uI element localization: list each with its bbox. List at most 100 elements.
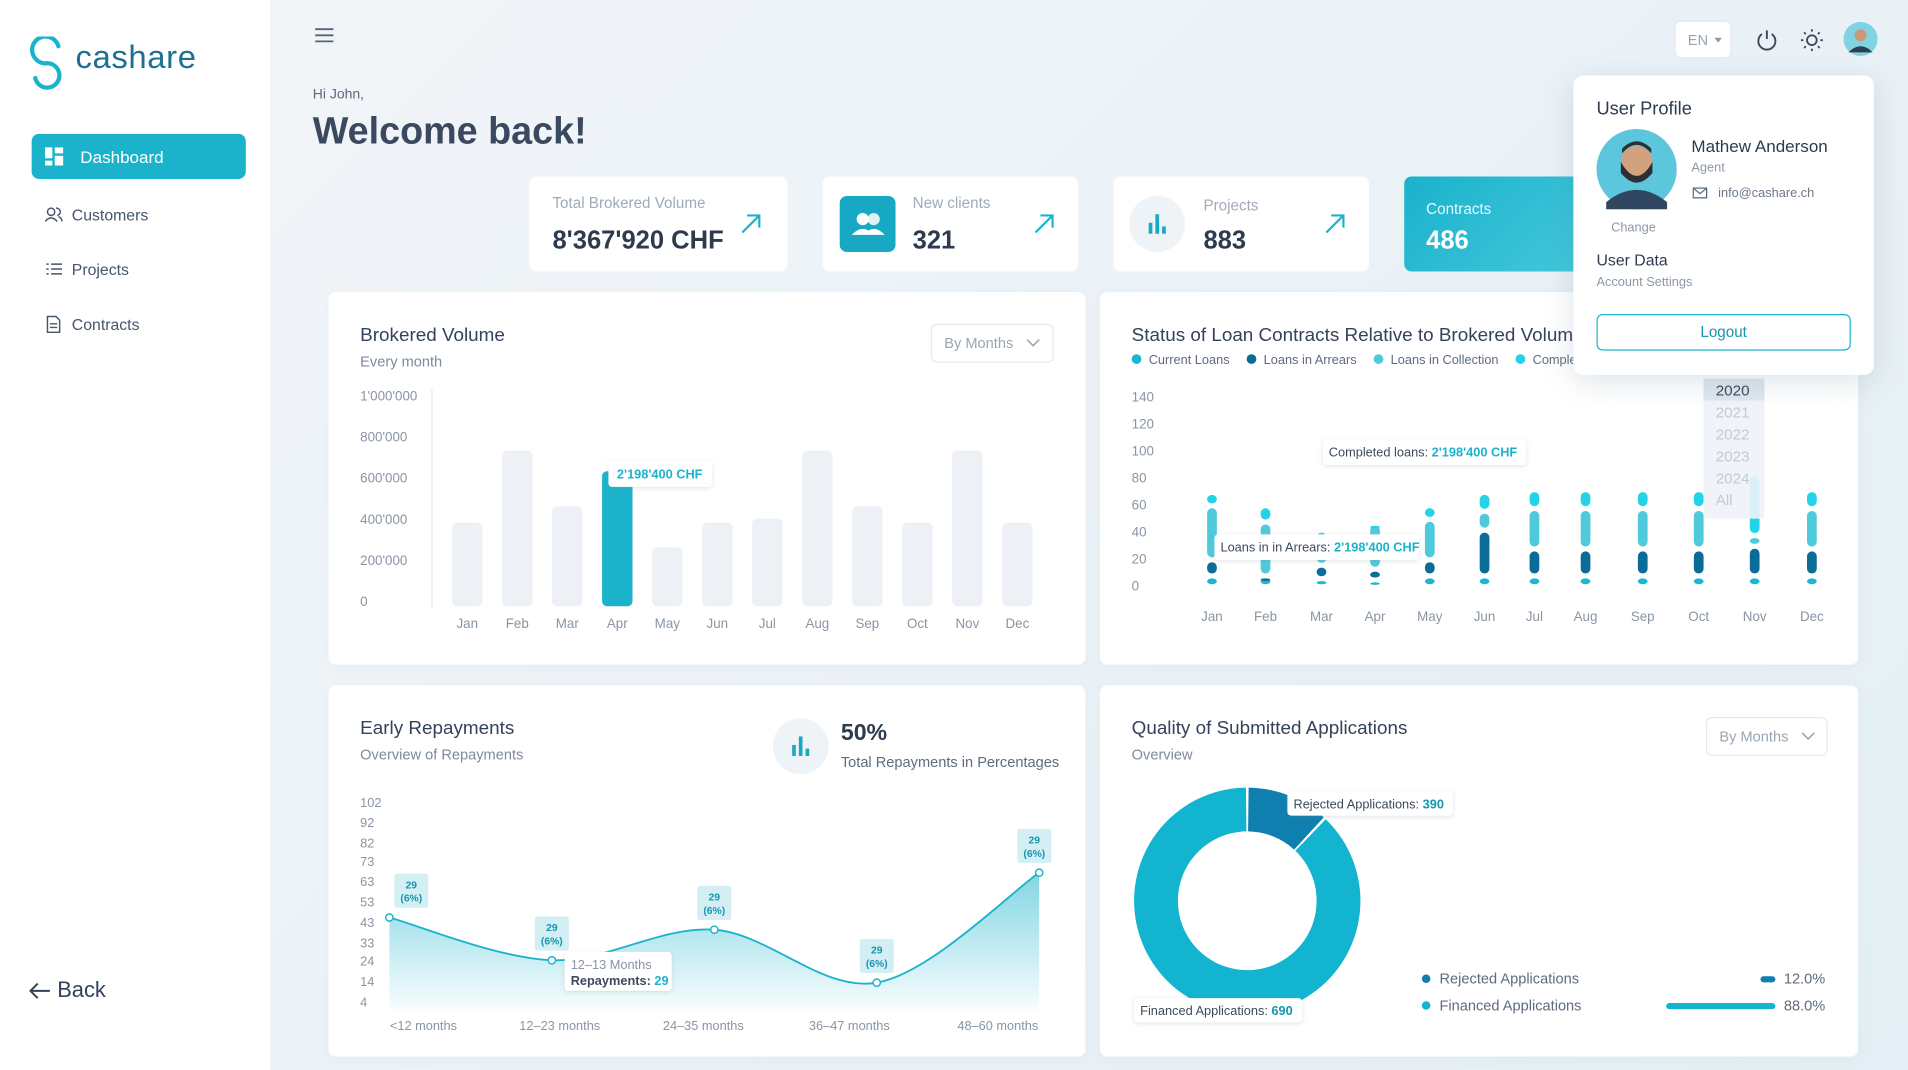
settings-link[interactable]: Account Settings	[1596, 275, 1693, 290]
capsule	[1807, 551, 1817, 574]
panel-title: Status of Loan Contracts Relative to Bro…	[1131, 325, 1584, 346]
progress-bar	[1666, 1003, 1776, 1010]
x-tick-label: Oct	[1688, 609, 1709, 624]
y-tick-label: 92	[360, 815, 374, 830]
back-icon	[29, 982, 50, 999]
x-tick-label: May	[655, 616, 681, 631]
x-tick-label: Jun	[1474, 609, 1496, 624]
panel-subtitle: Every month	[360, 353, 443, 371]
x-tick-label: 48–60 months	[957, 1018, 1038, 1033]
kpi-value: 50%	[840, 720, 888, 747]
period-label: By Months	[1719, 727, 1789, 745]
capsule	[1637, 578, 1648, 585]
nav-item[interactable]: Contracts	[32, 302, 246, 347]
logout-button[interactable]: Logout	[1596, 314, 1851, 351]
avatar[interactable]	[1843, 21, 1878, 56]
year-option[interactable]: 2020	[1716, 383, 1750, 400]
arrow-icon[interactable]	[1324, 213, 1346, 235]
capsule	[1370, 571, 1380, 578]
arrow-icon[interactable]	[740, 213, 762, 235]
nav-icon	[46, 263, 63, 275]
year-option[interactable]: 2021	[1716, 405, 1750, 422]
bar	[602, 471, 633, 607]
x-tick-label: 24–35 months	[663, 1018, 744, 1033]
stat-label: New clients	[912, 194, 991, 212]
legend-label: Current Loans	[1149, 352, 1230, 367]
language-select[interactable]: EN	[1674, 20, 1732, 59]
x-tick-label: Sep	[1631, 609, 1655, 624]
legend-swatch	[1421, 1001, 1431, 1010]
x-tick-label: Aug	[805, 616, 829, 631]
x-tick-label: Aug	[1574, 609, 1598, 624]
capsule	[1807, 578, 1817, 585]
point-label-box	[534, 916, 569, 951]
power-icon[interactable]	[1756, 29, 1778, 51]
stat-label: Contracts	[1426, 200, 1492, 218]
year-option[interactable]: 2024	[1716, 470, 1750, 487]
x-tick-label: May	[1417, 609, 1443, 624]
kpi-label: Total Repayments in Percentages	[840, 753, 1060, 771]
back-label: Back	[57, 977, 106, 1002]
capsule	[1580, 551, 1591, 574]
area	[389, 872, 1040, 1011]
period-select[interactable]: By Months	[1706, 716, 1828, 756]
capsule	[1479, 513, 1490, 528]
tooltip-box	[564, 951, 672, 991]
point-label-box	[859, 938, 894, 973]
capsule	[1693, 511, 1704, 547]
bar	[802, 450, 833, 607]
point-label: 29	[406, 880, 418, 891]
x-tick-label: Jan	[1201, 609, 1223, 624]
annotation-value: 390	[1423, 796, 1444, 811]
theme-icon[interactable]	[1800, 28, 1824, 52]
y-tick-label: 63	[360, 874, 374, 889]
legend-value: 88.0%	[1784, 998, 1825, 1014]
nav-label: Customers	[71, 205, 149, 224]
sidebar: cashare Dashboard Customers Projects Con…	[0, 0, 271, 1070]
change-photo[interactable]: Change	[1611, 220, 1656, 235]
annotation-box	[1134, 998, 1303, 1023]
y-tick-label: 200'000	[360, 553, 407, 568]
tooltip-value: 29	[654, 973, 668, 988]
nav-item[interactable]: Projects	[32, 247, 246, 292]
bar	[702, 522, 733, 607]
stat-label: Total Brokered Volume	[552, 194, 706, 212]
kpi-icon	[772, 718, 829, 775]
point	[1034, 868, 1044, 878]
period-select[interactable]: By Months	[930, 323, 1054, 363]
capsule	[1424, 508, 1435, 517]
y-tick-label: 102	[360, 795, 381, 810]
menu-icon[interactable]	[314, 27, 336, 44]
capsule	[1637, 511, 1648, 547]
capsule	[1479, 578, 1490, 585]
point-label-box	[394, 873, 429, 908]
caret	[1801, 732, 1815, 741]
y-tick-label: 0	[360, 594, 367, 609]
bar	[852, 506, 883, 607]
annotation-box	[1322, 439, 1526, 466]
legend-label: Rejected Applications	[1440, 972, 1580, 988]
point	[385, 913, 394, 922]
panel-subtitle: Overview	[1131, 746, 1193, 764]
annotation-box	[608, 461, 712, 487]
nav-item[interactable]: Customers	[32, 192, 246, 237]
point-label: (6%)	[866, 959, 888, 970]
arrow-icon[interactable]	[1033, 213, 1055, 235]
nav-label: Contracts	[71, 315, 140, 334]
point-label: (6%)	[400, 894, 422, 905]
stat-card: New clients 321	[822, 176, 1079, 272]
nav-item[interactable]: Dashboard	[31, 133, 246, 179]
period-label: By Months	[944, 334, 1014, 352]
caret	[1714, 37, 1722, 42]
profile-name: Mathew Anderson	[1691, 136, 1828, 156]
point-label: 29	[871, 945, 883, 956]
back-button[interactable]: Back	[29, 977, 106, 1003]
point	[872, 978, 882, 988]
year-option[interactable]: 2023	[1716, 448, 1750, 465]
progress-bar	[1760, 976, 1776, 983]
year-option[interactable]: All	[1716, 492, 1733, 509]
point	[547, 955, 557, 965]
year-option[interactable]: 2022	[1716, 426, 1750, 443]
logout-label: Logout	[1700, 323, 1747, 341]
